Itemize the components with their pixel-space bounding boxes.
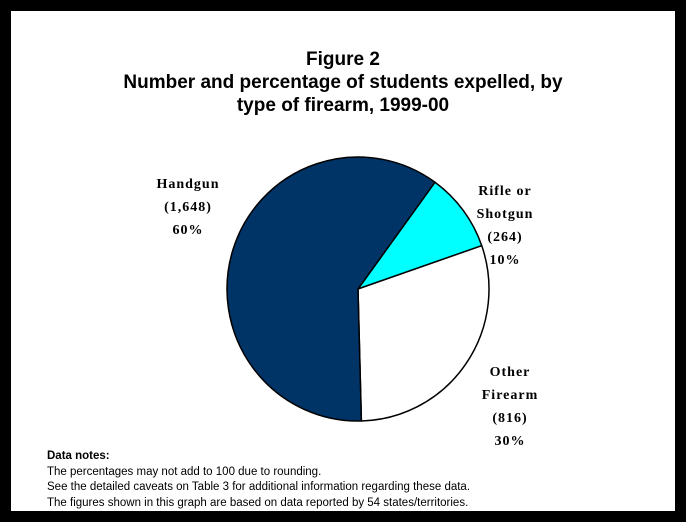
slice-label: Handgun (1,648) 60% bbox=[156, 177, 219, 238]
pie-slice bbox=[226, 156, 436, 422]
notes-line-1: The percentages may not add to 100 due t… bbox=[47, 465, 322, 478]
title-line-3: type of firearm, 1999-00 bbox=[236, 95, 450, 116]
notes-heading: Data notes: bbox=[47, 450, 110, 462]
slice-label: Rifle or Shotgun (264) 10% bbox=[477, 184, 534, 268]
data-notes: Data notes: The percentages may not add … bbox=[47, 449, 470, 511]
pie-slice bbox=[357, 244, 490, 422]
title-line-1: Figure 2 bbox=[306, 49, 380, 70]
slice-label: Other Firearm (816) 30% bbox=[482, 365, 539, 449]
notes-line-2: See the detailed caveats on Table 3 for … bbox=[47, 481, 471, 493]
title-line-2: Number and percentage of students expell… bbox=[123, 72, 563, 93]
notes-line-3: The figures shown in this graph are base… bbox=[47, 496, 469, 509]
pie-slice bbox=[357, 181, 483, 290]
chart-title: Figure 2 Number and percentage of studen… bbox=[0, 48, 686, 117]
